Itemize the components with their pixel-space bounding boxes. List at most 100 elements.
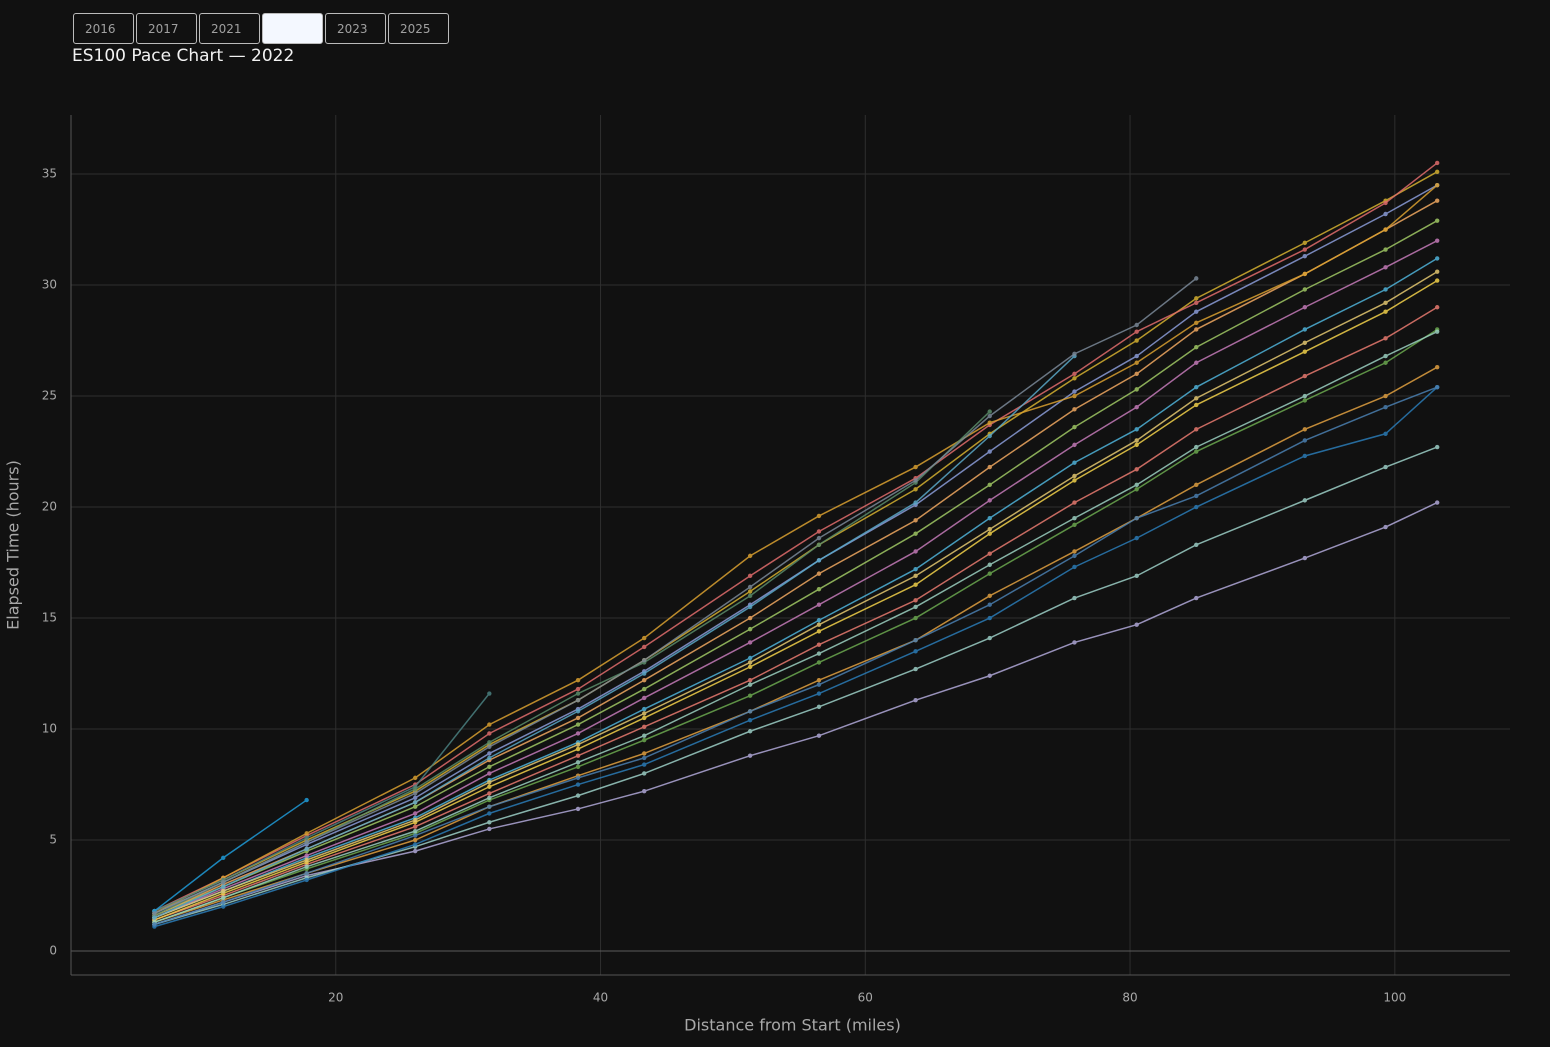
- runner-point: [1072, 424, 1077, 430]
- runner-point: [221, 884, 226, 889]
- runner-point: [1383, 431, 1388, 436]
- runner-point: [152, 915, 157, 920]
- y-axis-title: Elapsed Time (hours): [4, 460, 23, 630]
- runner-point: [642, 671, 647, 676]
- runner-point: [412, 817, 418, 823]
- year-button[interactable]: 2021: [199, 13, 260, 44]
- runner-point: [1383, 247, 1388, 252]
- runner-point: [1134, 360, 1139, 365]
- runner-point: [1434, 198, 1440, 203]
- runner-point: [487, 795, 492, 801]
- runner-point: [747, 553, 753, 559]
- runner-point: [487, 764, 492, 769]
- runner-point: [747, 655, 753, 661]
- runner-line: [154, 200, 1438, 917]
- runner-point: [816, 682, 822, 687]
- runner-point: [1134, 387, 1139, 392]
- year-buttons: 2016 2017 2021 2022 2023 2025: [73, 13, 449, 44]
- runner-point: [816, 529, 822, 534]
- y-tick-label: 5: [49, 833, 57, 847]
- runner-point: [747, 682, 753, 687]
- runner-point: [987, 527, 992, 532]
- runner-point: [1194, 384, 1199, 390]
- year-button[interactable]: 2023: [325, 13, 386, 44]
- runner-point: [575, 806, 581, 812]
- runner-point: [412, 811, 418, 816]
- runner-point: [1194, 504, 1199, 510]
- runner-point: [1072, 549, 1077, 554]
- runner-point: [642, 737, 647, 743]
- runner-point: [747, 753, 753, 758]
- runner-point: [1434, 500, 1440, 505]
- runner-point: [747, 615, 753, 621]
- runner-point: [412, 800, 418, 805]
- runner-series: [152, 269, 1440, 920]
- runner-point: [987, 433, 992, 439]
- runner-line: [154, 271, 1438, 919]
- runner-line: [154, 328, 1438, 923]
- runner-point: [412, 791, 418, 796]
- runner-series: [152, 305, 1440, 923]
- runner-point: [412, 833, 418, 838]
- year-button[interactable]: 2017: [136, 13, 197, 44]
- year-button[interactable]: 2025: [388, 13, 449, 44]
- runner-point: [575, 731, 581, 736]
- runner-point: [1434, 238, 1440, 243]
- runner-point: [487, 804, 492, 809]
- runner-point: [1134, 329, 1139, 334]
- runner-point: [575, 722, 581, 727]
- runner-point: [487, 826, 492, 832]
- runner-point: [1434, 364, 1440, 370]
- runner-point: [221, 904, 226, 909]
- runner-point: [1194, 300, 1199, 306]
- y-tick-label: 30: [42, 278, 57, 292]
- runner-point: [1072, 351, 1077, 357]
- runner-point: [487, 780, 492, 785]
- runner-point: [1194, 595, 1199, 601]
- runner-point: [1194, 542, 1199, 547]
- runner-point: [913, 638, 918, 643]
- x-tick-label: 80: [1122, 991, 1137, 1005]
- runner-point: [1434, 278, 1440, 283]
- runner-point: [1434, 329, 1440, 334]
- year-button[interactable]: 2022: [262, 13, 323, 44]
- runner-line: [154, 184, 1438, 914]
- runner-point: [747, 677, 753, 683]
- runner-point: [987, 413, 992, 419]
- runner-point: [816, 618, 822, 623]
- runner-point: [987, 615, 992, 621]
- runner-point: [1383, 393, 1388, 399]
- runner-point: [816, 602, 822, 607]
- runner-point: [747, 709, 753, 714]
- runner-point: [304, 840, 309, 845]
- runner-point: [913, 573, 918, 579]
- runner-point: [304, 871, 309, 876]
- runner-point: [1194, 402, 1199, 408]
- year-button[interactable]: 2016: [73, 13, 134, 44]
- runner-point: [1134, 322, 1139, 328]
- runner-point: [642, 644, 647, 650]
- runner-point: [575, 753, 581, 758]
- runner-line: [154, 330, 1438, 923]
- runner-point: [987, 673, 992, 678]
- runner-point: [816, 733, 822, 738]
- runner-point: [575, 782, 581, 787]
- runner-point: [1134, 427, 1139, 432]
- runner-point: [1072, 564, 1077, 570]
- runner-series: [152, 198, 1440, 918]
- runner-point: [1302, 393, 1308, 399]
- runner-point: [816, 542, 822, 547]
- runner-point: [1134, 535, 1139, 541]
- runner-point: [816, 704, 822, 710]
- runner-point: [1134, 438, 1139, 443]
- runner-point: [987, 482, 992, 488]
- runner-point: [987, 420, 992, 425]
- runner-point: [642, 706, 647, 712]
- runner-point: [747, 664, 753, 670]
- runner-point: [487, 755, 492, 761]
- runner-point: [1194, 482, 1199, 488]
- runner-point: [1194, 345, 1199, 350]
- runner-point: [1072, 407, 1077, 412]
- runner-point: [304, 835, 309, 841]
- runner-point: [642, 635, 647, 641]
